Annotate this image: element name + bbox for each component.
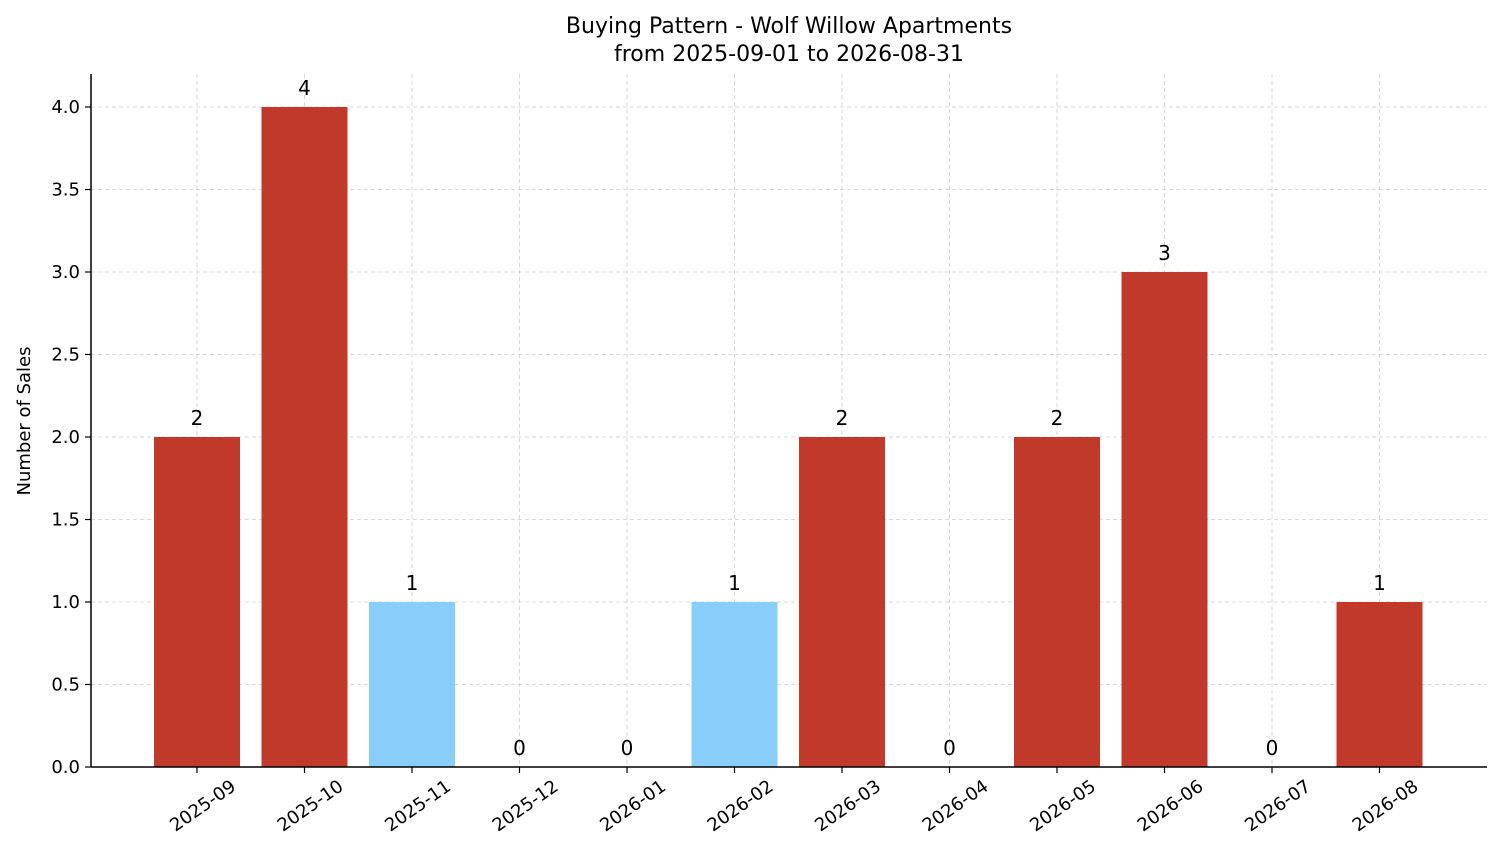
x-tick-label: 2026-07	[1241, 776, 1315, 836]
bar	[1336, 602, 1423, 767]
chart-title-line2: from 2025-09-01 to 2026-08-31	[614, 42, 964, 67]
y-tick-label: 2.0	[51, 427, 80, 448]
bar	[691, 602, 778, 767]
x-tick-label: 2026-08	[1349, 776, 1423, 836]
bar-value-label: 1	[1373, 571, 1386, 595]
y-tick-label: 1.0	[51, 592, 80, 613]
bar	[1121, 272, 1208, 767]
bar-value-label: 0	[513, 736, 526, 760]
bar-value-label: 0	[1266, 736, 1279, 760]
y-tick-label: 0.5	[51, 675, 80, 696]
x-tick-label: 2025-12	[489, 776, 563, 836]
bar-value-label: 3	[1158, 241, 1171, 265]
bar-value-label: 0	[943, 736, 956, 760]
x-tick-label: 2025-11	[381, 776, 455, 836]
bar-value-label: 4	[298, 76, 311, 100]
y-axis-label: Number of Sales	[14, 346, 35, 495]
x-tick-label: 2026-04	[919, 776, 993, 836]
bar	[369, 602, 455, 767]
x-tick-label: 2025-10	[274, 776, 348, 836]
chart-title-line1: Buying Pattern - Wolf Willow Apartments	[566, 14, 1012, 39]
x-tick-label: 2026-02	[704, 776, 778, 836]
x-tick-label: 2026-06	[1134, 776, 1208, 836]
x-tick-label: 2026-01	[596, 776, 670, 836]
y-tick-label: 2.5	[51, 345, 80, 366]
bar	[154, 437, 240, 767]
axes	[85, 74, 1487, 773]
bar-value-label: 2	[191, 406, 204, 430]
bars	[154, 107, 1423, 767]
bar	[261, 107, 348, 767]
bar-value-label: 1	[728, 571, 741, 595]
bar-value-label: 2	[836, 406, 849, 430]
y-tick-label: 3.0	[51, 262, 80, 283]
y-tick-label: 4.0	[51, 97, 80, 118]
bar-value-label: 2	[1051, 406, 1064, 430]
y-tick-label: 3.5	[51, 180, 80, 201]
y-tick-label: 1.5	[51, 510, 80, 531]
bar-value-label: 1	[406, 571, 419, 595]
bar-value-label: 0	[621, 736, 634, 760]
x-tick-label: 2026-03	[811, 776, 885, 836]
x-tick-label: 2026-05	[1026, 776, 1100, 836]
bar	[799, 437, 885, 767]
y-tick-label: 0.0	[51, 757, 80, 778]
bar	[1014, 437, 1100, 767]
x-tick-label: 2025-09	[166, 776, 240, 836]
